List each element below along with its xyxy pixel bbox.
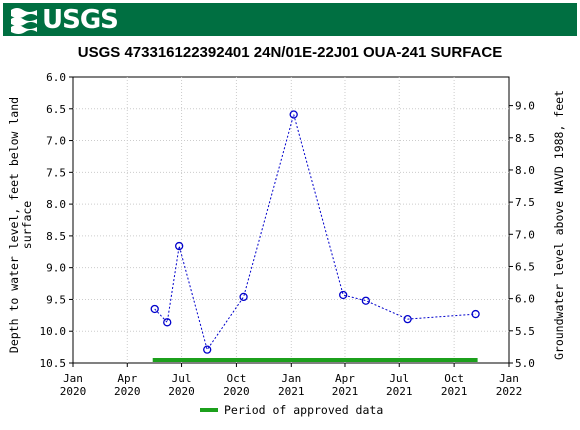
approved-period-bar: [152, 358, 478, 362]
data-point: [289, 110, 298, 119]
grid-lines: [73, 77, 509, 363]
legend: Period of approved data: [200, 403, 383, 417]
right-tick-label: 6.0: [515, 293, 535, 306]
left-tick-label: 9.0: [46, 262, 66, 275]
usgs-banner: USGS: [3, 3, 577, 36]
x-tick-label-year: 2020: [60, 385, 87, 398]
left-tick-label: 7.5: [46, 166, 66, 179]
data-point: [163, 318, 172, 327]
x-tick-label-year: 2020: [223, 385, 250, 398]
left-tick-label: 6.0: [46, 71, 66, 84]
usgs-logo[interactable]: USGS: [9, 4, 119, 35]
right-tick-label: 8.0: [515, 164, 535, 177]
x-tick-label-year: 2021: [332, 385, 359, 398]
x-tick-label-month: Jul: [172, 372, 192, 385]
x-tick-label-year: 2021: [278, 385, 305, 398]
data-point: [361, 296, 371, 305]
data-point: [339, 290, 348, 300]
x-tick-label-year: 2021: [386, 385, 413, 398]
data-point: [175, 241, 184, 251]
left-tick-label: 7.0: [46, 135, 66, 148]
data-point: [239, 292, 248, 302]
right-tick-label: 5.5: [515, 325, 535, 338]
x-tick-label-year: 2020: [114, 385, 141, 398]
left-tick-label: 8.5: [46, 230, 66, 243]
approved-period-bar-group: [152, 358, 478, 362]
right-tick-label: 7.0: [515, 228, 535, 241]
left-tick-label: 6.5: [46, 103, 66, 116]
right-axis-ticks: 5.0 5.5 6.0 6.5 7.0 7.5 8.0 8.5 9.0: [509, 100, 535, 370]
x-tick-label-month: Jan: [63, 372, 83, 385]
x-tick-label-month: Apr: [117, 372, 137, 385]
legend-swatch-approved: [200, 408, 218, 412]
data-points: [150, 110, 480, 354]
right-tick-label: 8.5: [515, 132, 535, 145]
x-tick-label-month: Oct: [226, 372, 246, 385]
right-tick-label: 5.0: [515, 357, 535, 370]
x-tick-label-month: Jan: [499, 372, 519, 385]
left-axis-label-line1: Depth to water level, feet below land: [7, 97, 21, 353]
data-point: [150, 304, 159, 314]
series-line: [154, 112, 476, 351]
x-tick-label-month: Jul: [389, 372, 409, 385]
data-point: [203, 345, 212, 354]
chart-title: USGS 473316122392401 24N/01E-22J01 OUA-2…: [77, 44, 503, 61]
x-tick-label-year: 2021: [441, 385, 468, 398]
data-point: [471, 309, 480, 319]
x-tick-label-month: Jan: [281, 372, 301, 385]
left-tick-label: 9.5: [46, 293, 66, 306]
legend-label-approved: Period of approved data: [224, 403, 384, 417]
left-tick-label: 10.0: [40, 325, 67, 338]
x-tick-label-year: 2020: [168, 385, 195, 398]
right-tick-label: 7.5: [515, 196, 535, 209]
left-axis-ticks: 6.0 6.5 7.0 7.5 8.0 8.5 9.0 9.5 10.0 10.5: [40, 71, 73, 370]
left-axis-label-line2: surface: [20, 201, 34, 250]
x-tick-label-year: 2022: [496, 385, 523, 398]
x-tick-label-month: Oct: [444, 372, 464, 385]
right-axis-label: Groundwater level above NAVD 1988, feet: [552, 90, 566, 360]
x-tick-label-month: Apr: [335, 372, 355, 385]
data-point: [403, 314, 412, 324]
right-tick-label: 6.5: [515, 260, 535, 273]
usgs-wave-icon: [11, 7, 37, 34]
usgs-logo-text: USGS: [42, 4, 119, 35]
left-tick-label: 8.0: [46, 198, 66, 211]
left-tick-label: 10.5: [40, 357, 67, 370]
x-axis-ticks: Jan2020Apr2020Jul2020Oct2020Jan2021Apr20…: [60, 363, 523, 398]
right-tick-label: 9.0: [515, 100, 535, 113]
